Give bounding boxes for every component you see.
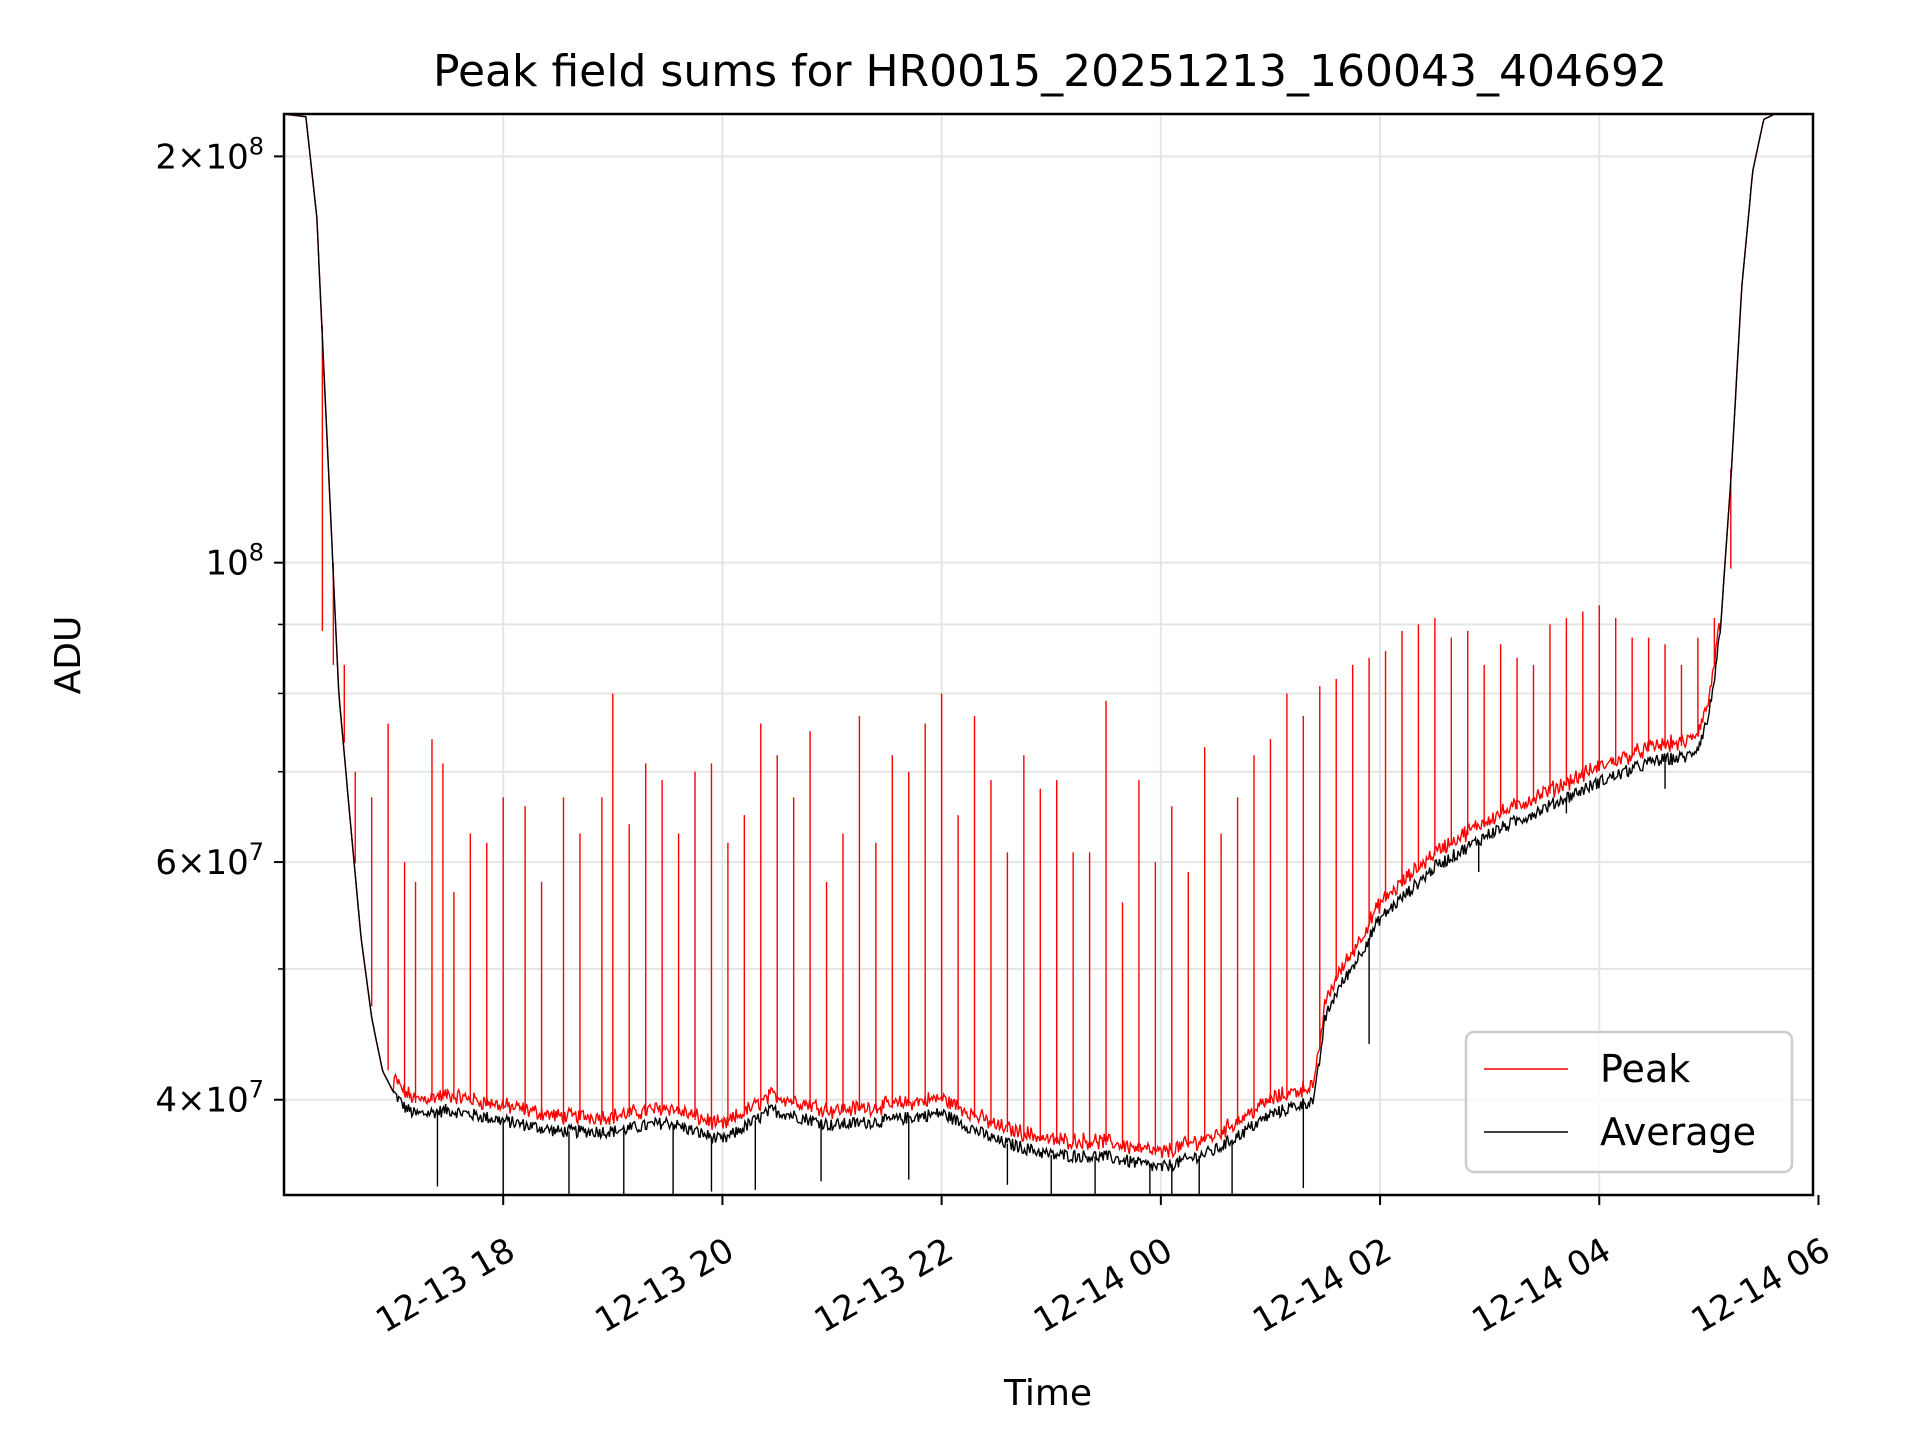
legend: Peak Average [1464, 1030, 1794, 1174]
grid [284, 114, 1813, 1195]
average-series-line [284, 114, 1813, 1173]
y-axis: 4×107 6×107 108 2×108 [155, 132, 284, 1121]
legend-label-average: Average [1600, 1110, 1756, 1154]
y-tick-label: 108 [205, 539, 264, 584]
series-layer [284, 114, 1813, 1195]
y-tick-label: 6×107 [155, 838, 264, 883]
x-axis-label: Time [1003, 1373, 1092, 1414]
legend-box [1464, 1030, 1794, 1174]
y-tick-label: 4×107 [155, 1076, 264, 1121]
peak-series-line [284, 114, 1813, 1159]
legend-label-peak: Peak [1600, 1047, 1690, 1091]
y-axis-label: ADU [48, 616, 89, 695]
chart-title: Peak field sums for HR0015_20251213_1600… [433, 46, 1667, 97]
y-tick-label: 2×108 [155, 132, 264, 177]
plot-frame [282, 112, 1815, 1197]
